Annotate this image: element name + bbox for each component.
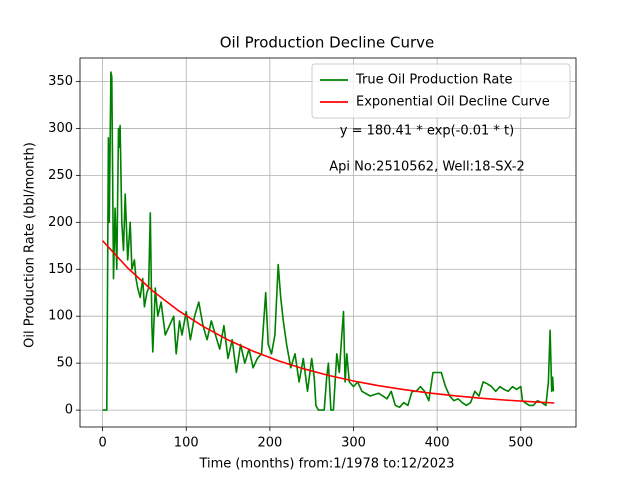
- annotation: Api No:2510562, Well:18-SX-2: [329, 160, 525, 175]
- legend-label: True Oil Production Rate: [355, 73, 512, 88]
- y-tick-label: 0: [65, 403, 73, 418]
- x-axis-label: Time (months) from:1/1978 to:12/2023: [198, 457, 454, 472]
- y-tick-label: 250: [48, 168, 73, 183]
- x-tick-label: 300: [341, 436, 366, 451]
- legend-label: Exponential Oil Decline Curve: [356, 95, 550, 110]
- y-axis-label: Oil Production Rate (bbl/month): [23, 142, 38, 348]
- x-tick-label: 400: [425, 436, 450, 451]
- legend-box: [311, 63, 571, 119]
- chart-title: Oil Production Decline Curve: [220, 34, 435, 52]
- x-tick-label: 0: [98, 436, 106, 451]
- y-tick-label: 150: [48, 262, 73, 277]
- x-tick-label: 500: [508, 436, 533, 451]
- x-tick-label: 200: [257, 436, 282, 451]
- y-tick-label: 200: [48, 215, 73, 230]
- y-tick-label: 50: [56, 356, 73, 371]
- x-tick-label: 100: [174, 436, 199, 451]
- plot-frame: [79, 57, 577, 428]
- y-tick-label: 300: [48, 121, 73, 136]
- series-line: [102, 240, 555, 404]
- annotation: y = 180.41 * exp(-0.01 * t): [340, 124, 514, 139]
- series-line: [102, 71, 555, 411]
- y-tick-label: 100: [48, 309, 73, 324]
- y-tick-label: 350: [48, 74, 73, 89]
